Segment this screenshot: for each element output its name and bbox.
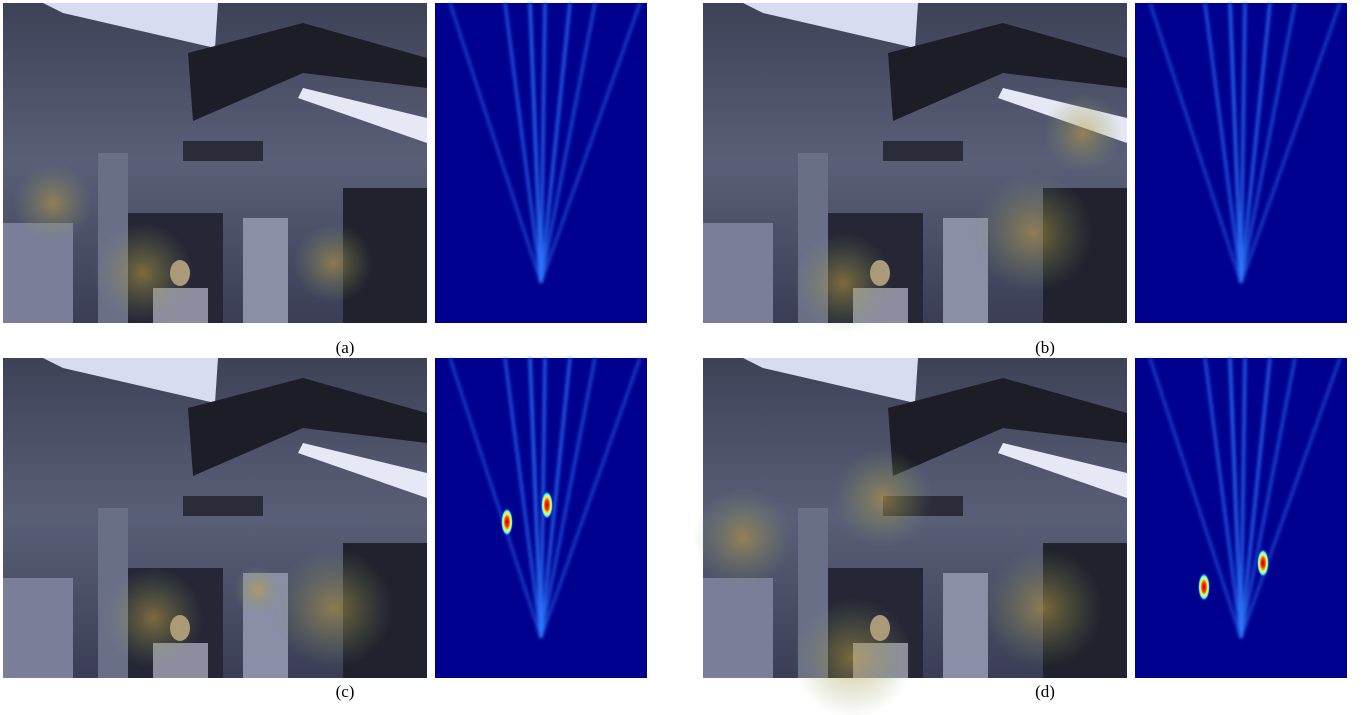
- saliency-glow: [693, 488, 793, 588]
- hotspot: [501, 508, 513, 536]
- cabinet: [3, 578, 73, 678]
- saliency-glow: [973, 173, 1093, 293]
- panel: (d): [693, 358, 1347, 715]
- heatmap: [1135, 358, 1347, 678]
- saliency-glow: [233, 565, 283, 615]
- panel-label: (b): [1035, 338, 1055, 357]
- photo: [703, 3, 1127, 333]
- hotspot: [1198, 573, 1210, 601]
- radiator: [243, 218, 288, 323]
- saliency-glow: [793, 233, 893, 333]
- photo: [3, 3, 427, 323]
- saliency-glow: [13, 163, 93, 243]
- saliency-glow: [103, 568, 203, 668]
- cabinet: [703, 223, 773, 323]
- hotspot: [1257, 549, 1269, 577]
- panel-label: (d): [1035, 682, 1055, 701]
- radiator: [943, 573, 988, 678]
- saliency-glow: [833, 448, 933, 548]
- panel-label: (c): [336, 682, 355, 701]
- heatmap: [435, 3, 647, 323]
- saliency-glow: [1043, 93, 1123, 173]
- vent: [183, 141, 263, 161]
- heatmap: [435, 358, 647, 678]
- saliency-glow: [793, 598, 913, 715]
- panel: (b): [703, 3, 1347, 357]
- saliency-glow: [293, 223, 373, 303]
- vent: [883, 141, 963, 161]
- vent: [183, 496, 263, 516]
- photo: [693, 358, 1127, 715]
- panel: (a): [3, 3, 647, 357]
- figure: (a) (b) (c) (d): [0, 0, 1364, 715]
- photo: [3, 358, 427, 678]
- saliency-glow: [983, 548, 1103, 668]
- hotspot: [541, 491, 553, 519]
- saliency-glow: [273, 548, 393, 668]
- panel-label: (a): [336, 338, 355, 357]
- cabinet: [703, 578, 773, 678]
- panel: (c): [3, 358, 647, 701]
- heatmap: [1135, 3, 1347, 323]
- saliency-glow: [93, 223, 193, 323]
